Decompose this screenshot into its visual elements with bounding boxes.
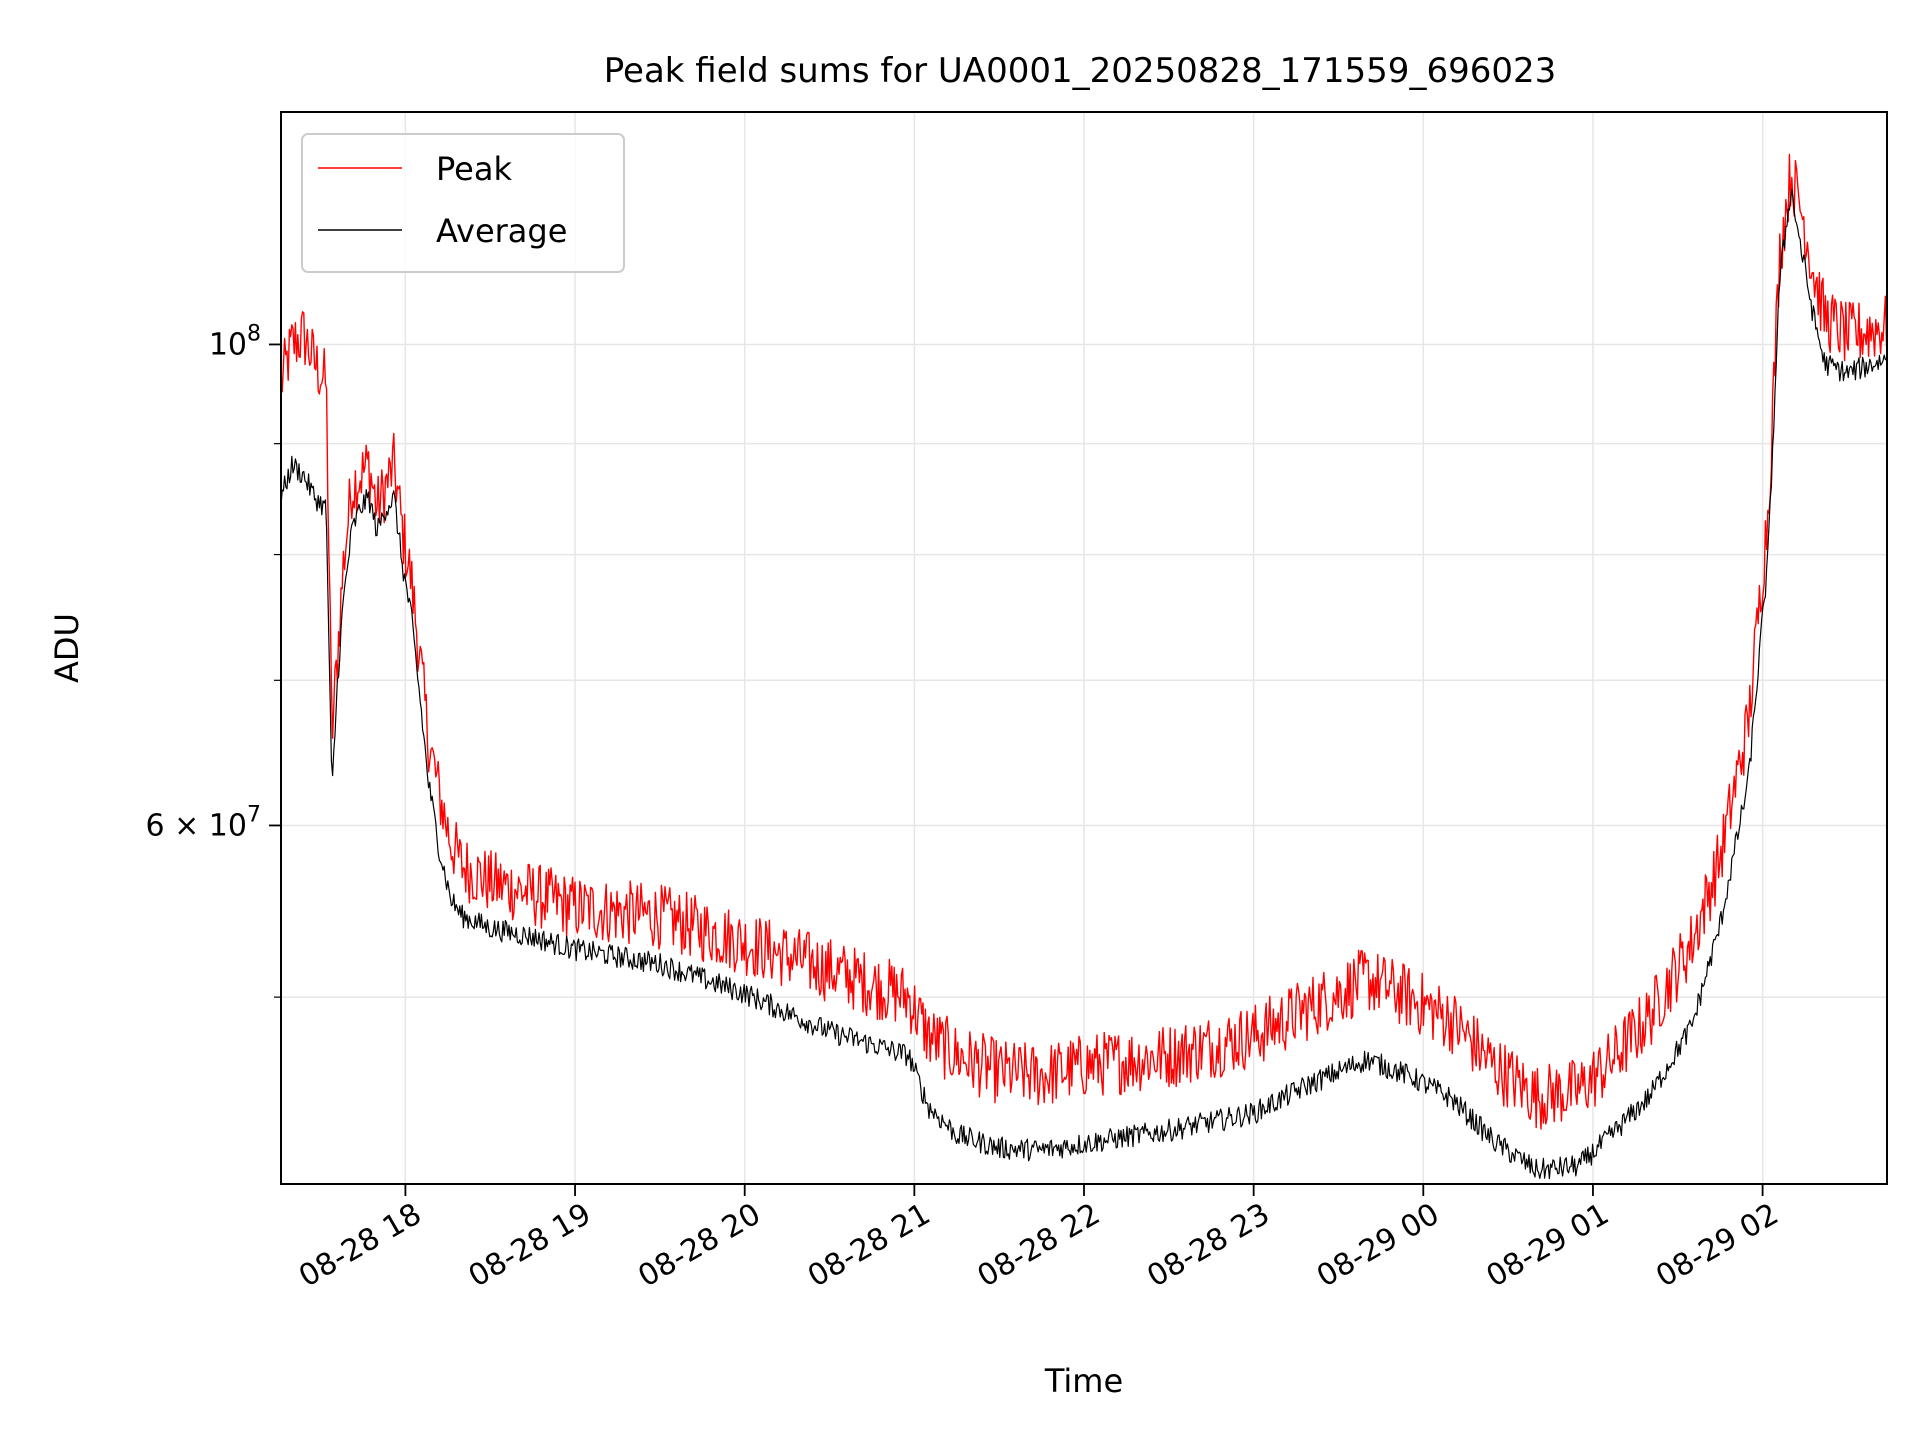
y-tick-label: 108	[209, 321, 261, 362]
x-axis-label: Time	[1044, 1362, 1123, 1400]
x-tick-label: 08-28 23	[1141, 1197, 1275, 1295]
legend-label-peak: Peak	[436, 150, 512, 188]
grid	[281, 112, 1887, 1184]
x-tick-label: 08-28 21	[802, 1197, 936, 1295]
y-tick-label: 6 × 107	[146, 802, 261, 843]
chart-title: Peak field sums for UA0001_20250828_1715…	[604, 51, 1556, 91]
x-tick-label: 08-29 02	[1650, 1197, 1784, 1295]
legend-label-average: Average	[436, 212, 567, 250]
x-tick-label: 08-29 00	[1311, 1197, 1445, 1295]
x-tick-label: 08-28 22	[972, 1197, 1106, 1295]
series-line-average	[281, 189, 1887, 1180]
y-axis-ticks: 108 6 × 107	[146, 321, 281, 998]
x-tick-label: 08-28 19	[463, 1197, 597, 1295]
x-tick-label: 08-28 18	[293, 1197, 427, 1295]
series-line-peak	[281, 153, 1887, 1130]
series-layer	[281, 153, 1887, 1180]
x-axis-ticks: 08-28 18 08-28 19 08-28 20 08-28 21 08-28 22…	[293, 1184, 1785, 1294]
x-tick-label: 08-28 20	[632, 1197, 766, 1295]
legend: Peak Average	[301, 133, 625, 273]
x-tick-label: 08-29 01	[1481, 1197, 1615, 1295]
y-axis-label: ADU	[48, 613, 86, 683]
